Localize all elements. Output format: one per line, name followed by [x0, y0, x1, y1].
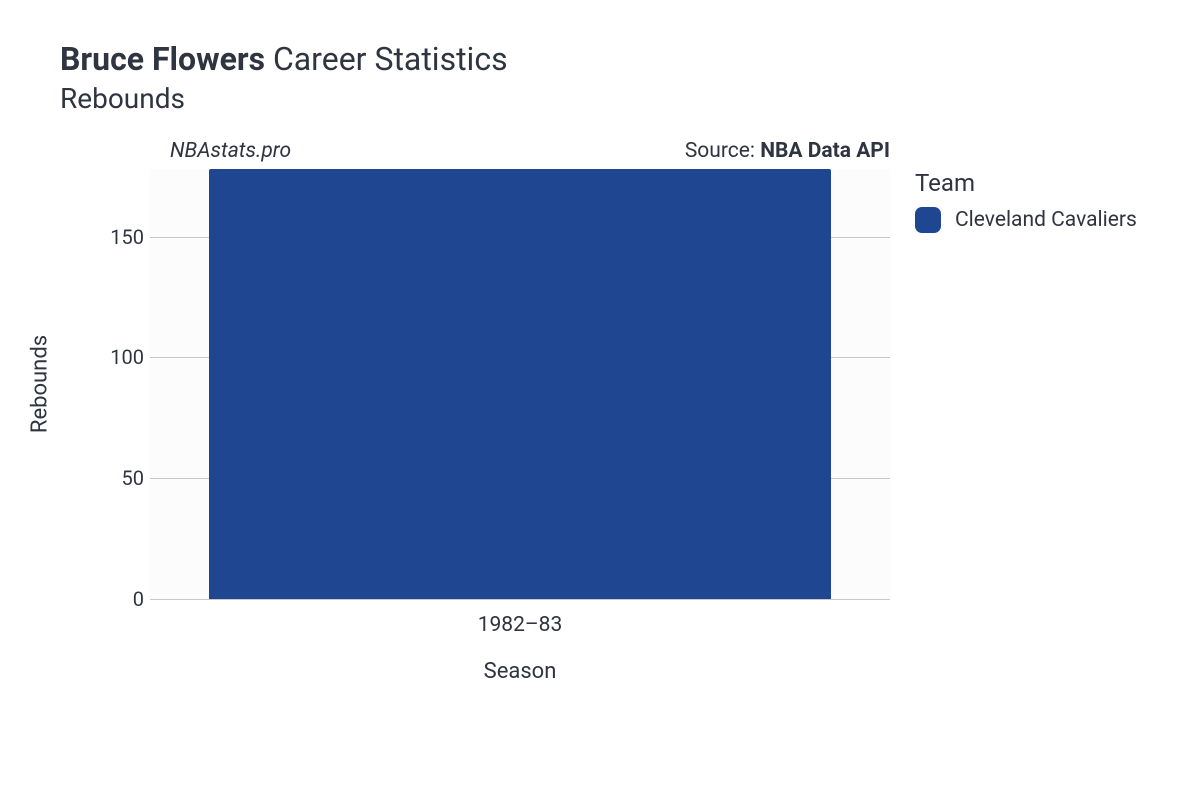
- y-tick-label: 150: [64, 225, 144, 249]
- y-tick-label: 0: [64, 587, 144, 611]
- chart-title: Bruce Flowers Career Statistics: [60, 40, 1160, 78]
- gridline: [150, 599, 890, 600]
- chart-area: NBAstats.pro Source: NBA Data API Reboun…: [60, 139, 1140, 699]
- y-axis-label: Rebounds: [28, 335, 53, 433]
- legend-item: Cleveland Cavaliers: [915, 207, 1137, 233]
- source-label: Source:: [685, 139, 760, 163]
- y-tick-label: 50: [64, 466, 144, 490]
- chart-container: Bruce Flowers Career Statistics Rebounds…: [0, 0, 1200, 699]
- x-tick-label: 1982–83: [478, 613, 563, 637]
- y-axis: 050100150: [60, 169, 144, 599]
- legend-label: Cleveland Cavaliers: [955, 208, 1137, 232]
- bar: [209, 169, 831, 599]
- chart-annotations: NBAstats.pro Source: NBA Data API: [150, 139, 890, 163]
- chart-subtitle: Rebounds: [60, 82, 1160, 115]
- plot-area: [150, 169, 890, 599]
- y-tick-label: 100: [64, 345, 144, 369]
- legend-title: Team: [915, 169, 1137, 197]
- watermark: NBAstats.pro: [150, 139, 291, 163]
- source-line: Source: NBA Data API: [685, 139, 890, 163]
- legend: Team Cleveland Cavaliers: [915, 169, 1137, 239]
- title-suffix: Career Statistics: [273, 40, 508, 78]
- player-name: Bruce Flowers: [60, 40, 265, 78]
- legend-swatch: [915, 207, 941, 233]
- source-name: NBA Data API: [760, 139, 890, 163]
- x-axis-label: Season: [150, 659, 890, 684]
